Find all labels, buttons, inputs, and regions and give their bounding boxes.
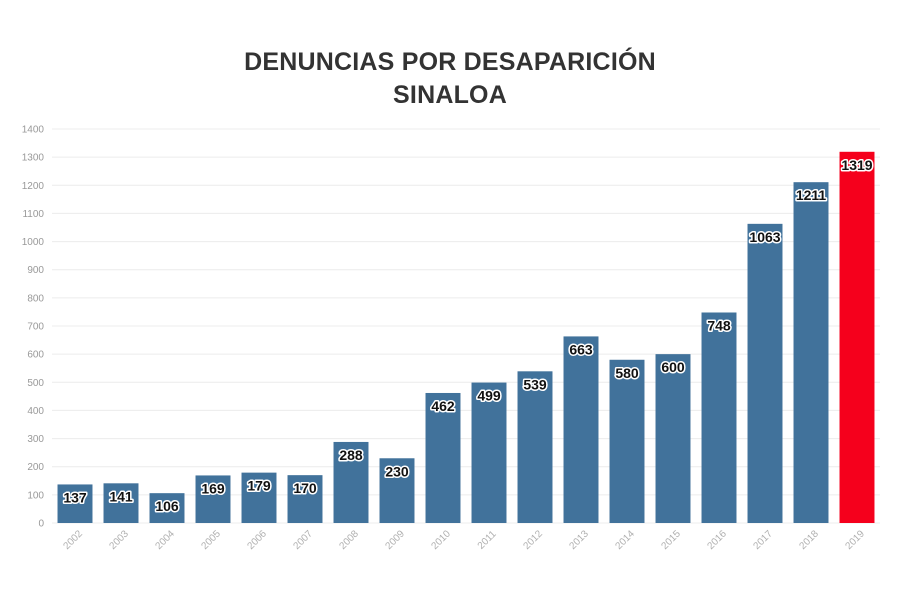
bar	[701, 312, 737, 523]
y-tick-label: 1400	[22, 125, 45, 136]
y-tick-label: 1300	[22, 153, 45, 164]
x-tick-label: 2011	[476, 528, 499, 551]
x-tick-label: 2004	[153, 528, 177, 552]
data-label: 137	[63, 489, 87, 505]
data-label: 106	[155, 498, 179, 514]
chart-title-line2: SINALOA	[393, 81, 507, 109]
data-label: 1063	[749, 229, 780, 245]
chart-title-line1: DENUNCIAS POR DESAPARICIÓN	[244, 48, 656, 76]
bar	[379, 458, 415, 523]
data-label: 288	[339, 447, 363, 463]
x-axis: 2002 2003 2004 2005 2006 2007 2008 2009 2010 2011…	[61, 528, 867, 552]
data-label: 1319	[841, 157, 872, 173]
x-tick-label: 2002	[61, 528, 85, 552]
bar	[425, 392, 461, 523]
data-label: 230	[385, 463, 409, 479]
y-tick-label: 700	[27, 322, 44, 333]
data-label: 600	[661, 359, 685, 375]
x-tick-label: 2013	[567, 528, 591, 552]
data-label: 462	[431, 398, 455, 414]
bar	[563, 336, 599, 523]
bar	[149, 493, 185, 523]
x-tick-label: 2017	[751, 528, 775, 552]
bar	[517, 371, 553, 523]
x-tick-label: 2019	[843, 528, 867, 552]
bar	[103, 483, 139, 523]
y-tick-label: 1200	[22, 181, 45, 192]
bar	[57, 484, 93, 523]
y-tick-label: 1000	[22, 237, 45, 248]
bars	[57, 151, 875, 523]
y-tick-label: 300	[27, 434, 44, 445]
data-label: 748	[707, 317, 731, 333]
bar	[655, 354, 691, 523]
data-label: 169	[201, 480, 225, 496]
x-tick-label: 2005	[199, 528, 223, 552]
bar	[609, 359, 645, 523]
bar	[287, 475, 323, 523]
bar	[793, 182, 829, 523]
data-label: 663	[569, 341, 593, 357]
data-label: 170	[293, 480, 317, 496]
x-tick-label: 2015	[659, 528, 683, 552]
x-tick-label: 2006	[245, 528, 269, 552]
data-label: 1211	[796, 187, 827, 203]
y-tick-label: 600	[27, 350, 44, 361]
x-tick-label: 2014	[613, 528, 637, 552]
data-label: 539	[523, 376, 547, 392]
x-tick-label: 2009	[383, 528, 407, 552]
x-tick-label: 2012	[521, 528, 545, 552]
y-axis: 0 100 200 300 400 500 600 700 800 900 1000 1100 1200…	[22, 125, 45, 530]
data-label: 580	[615, 365, 639, 381]
y-tick-label: 1100	[22, 209, 44, 220]
y-tick-label: 200	[27, 462, 44, 473]
y-tick-label: 900	[27, 265, 44, 276]
x-tick-label: 2016	[705, 528, 729, 552]
bar	[195, 475, 231, 523]
y-tick-label: 500	[27, 378, 44, 389]
bar	[747, 223, 783, 523]
bar	[333, 441, 369, 523]
y-tick-label: 100	[27, 490, 44, 501]
bar	[471, 382, 507, 523]
data-label: 499	[477, 388, 501, 404]
data-labels: 137 141 106 169 179 170 288 230 462 499 539 663 580 6…	[62, 155, 874, 515]
y-tick-label: 0	[38, 519, 44, 530]
x-tick-label: 2010	[429, 528, 453, 552]
gridlines	[52, 128, 880, 524]
data-label: 179	[247, 478, 271, 494]
x-tick-label: 2003	[107, 528, 131, 552]
x-tick-label: 2018	[797, 528, 821, 552]
y-tick-label: 400	[27, 406, 44, 417]
bar	[839, 151, 875, 523]
chart-title: DENUNCIAS POR DESAPARICIÓN SINALOA	[0, 46, 900, 112]
x-tick-label: 2007	[291, 528, 315, 552]
data-label: 141	[109, 488, 133, 504]
x-tick-label: 2008	[337, 528, 361, 552]
bar	[241, 472, 277, 523]
y-tick-label: 800	[27, 293, 44, 304]
